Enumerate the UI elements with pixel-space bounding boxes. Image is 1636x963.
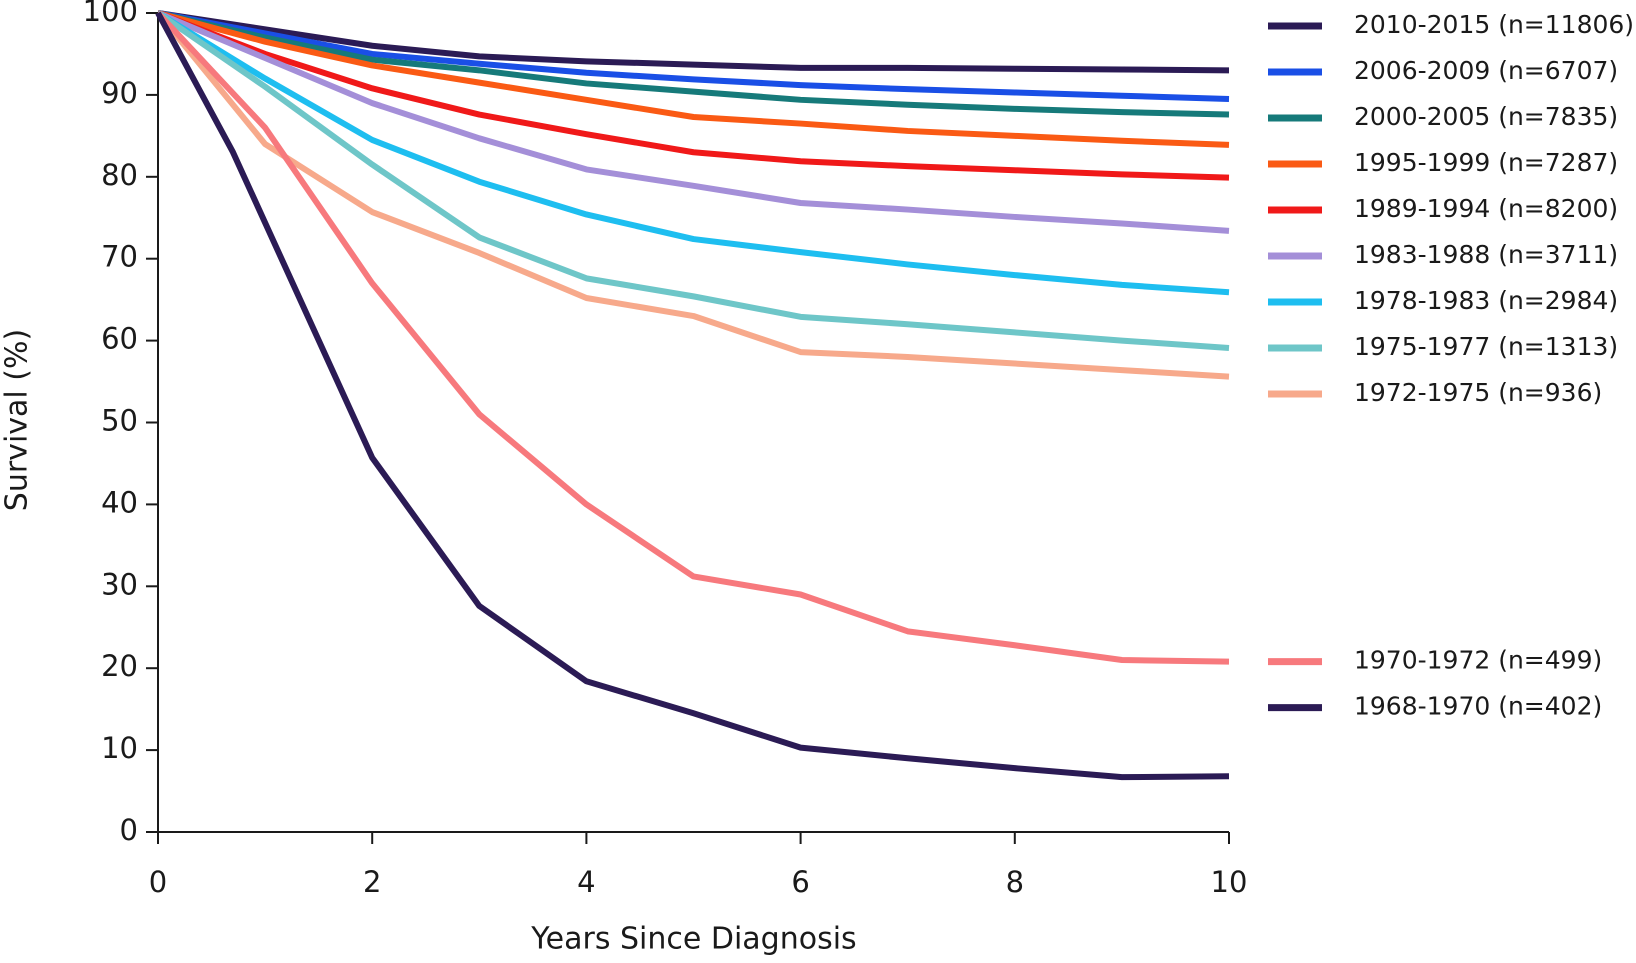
legend-label: 1978-1983 (n=2984) xyxy=(1354,286,1618,315)
series-line xyxy=(157,10,1230,102)
x-axis-title: Years Since Diagnosis xyxy=(530,922,856,957)
legend-label: 1975-1977 (n=1313) xyxy=(1354,332,1618,361)
y-tick-label: 80 xyxy=(101,158,138,192)
x-tick-label: 10 xyxy=(1211,865,1248,899)
y-tick-label: 40 xyxy=(101,485,138,519)
legend-label: 2010-2015 (n=11806) xyxy=(1354,10,1634,39)
y-axis-title: Survival (%) xyxy=(0,329,35,511)
legend-label: 1989-1994 (n=8200) xyxy=(1354,194,1618,223)
y-tick-label: 60 xyxy=(101,322,138,356)
x-tick-label: 6 xyxy=(791,865,809,899)
series-line xyxy=(157,10,1230,74)
legend-label: 1970-1972 (n=499) xyxy=(1354,646,1602,675)
y-tick-label: 50 xyxy=(101,404,138,438)
series-line xyxy=(156,10,1230,296)
series-line xyxy=(155,11,1230,781)
y-tick-label: 0 xyxy=(120,813,138,847)
x-tick-label: 2 xyxy=(363,865,381,899)
series-line xyxy=(157,10,1230,118)
series-line xyxy=(155,10,1230,665)
series-line xyxy=(156,10,1230,181)
y-tick-label: 100 xyxy=(83,0,138,28)
series-line xyxy=(155,11,1230,380)
legend-label: 1983-1988 (n=3711) xyxy=(1354,240,1618,269)
series-line xyxy=(156,10,1230,351)
legend-label: 1972-1975 (n=936) xyxy=(1354,378,1602,407)
y-tick-label: 30 xyxy=(101,567,138,601)
x-tick-label: 8 xyxy=(1006,865,1024,899)
series-line xyxy=(157,10,1230,148)
y-tick-label: 10 xyxy=(101,731,138,765)
x-tick-label: 4 xyxy=(577,865,595,899)
y-tick-label: 70 xyxy=(101,240,138,274)
legend-label: 2006-2009 (n=6707) xyxy=(1354,56,1618,85)
legend-label: 1968-1970 (n=402) xyxy=(1354,692,1602,721)
y-tick-label: 20 xyxy=(101,649,138,683)
y-tick-label: 90 xyxy=(101,76,138,110)
series-line xyxy=(156,10,1230,234)
legend-label: 2000-2005 (n=7835) xyxy=(1354,102,1618,131)
legend-label: 1995-1999 (n=7287) xyxy=(1354,148,1618,177)
x-tick-label: 0 xyxy=(149,865,167,899)
